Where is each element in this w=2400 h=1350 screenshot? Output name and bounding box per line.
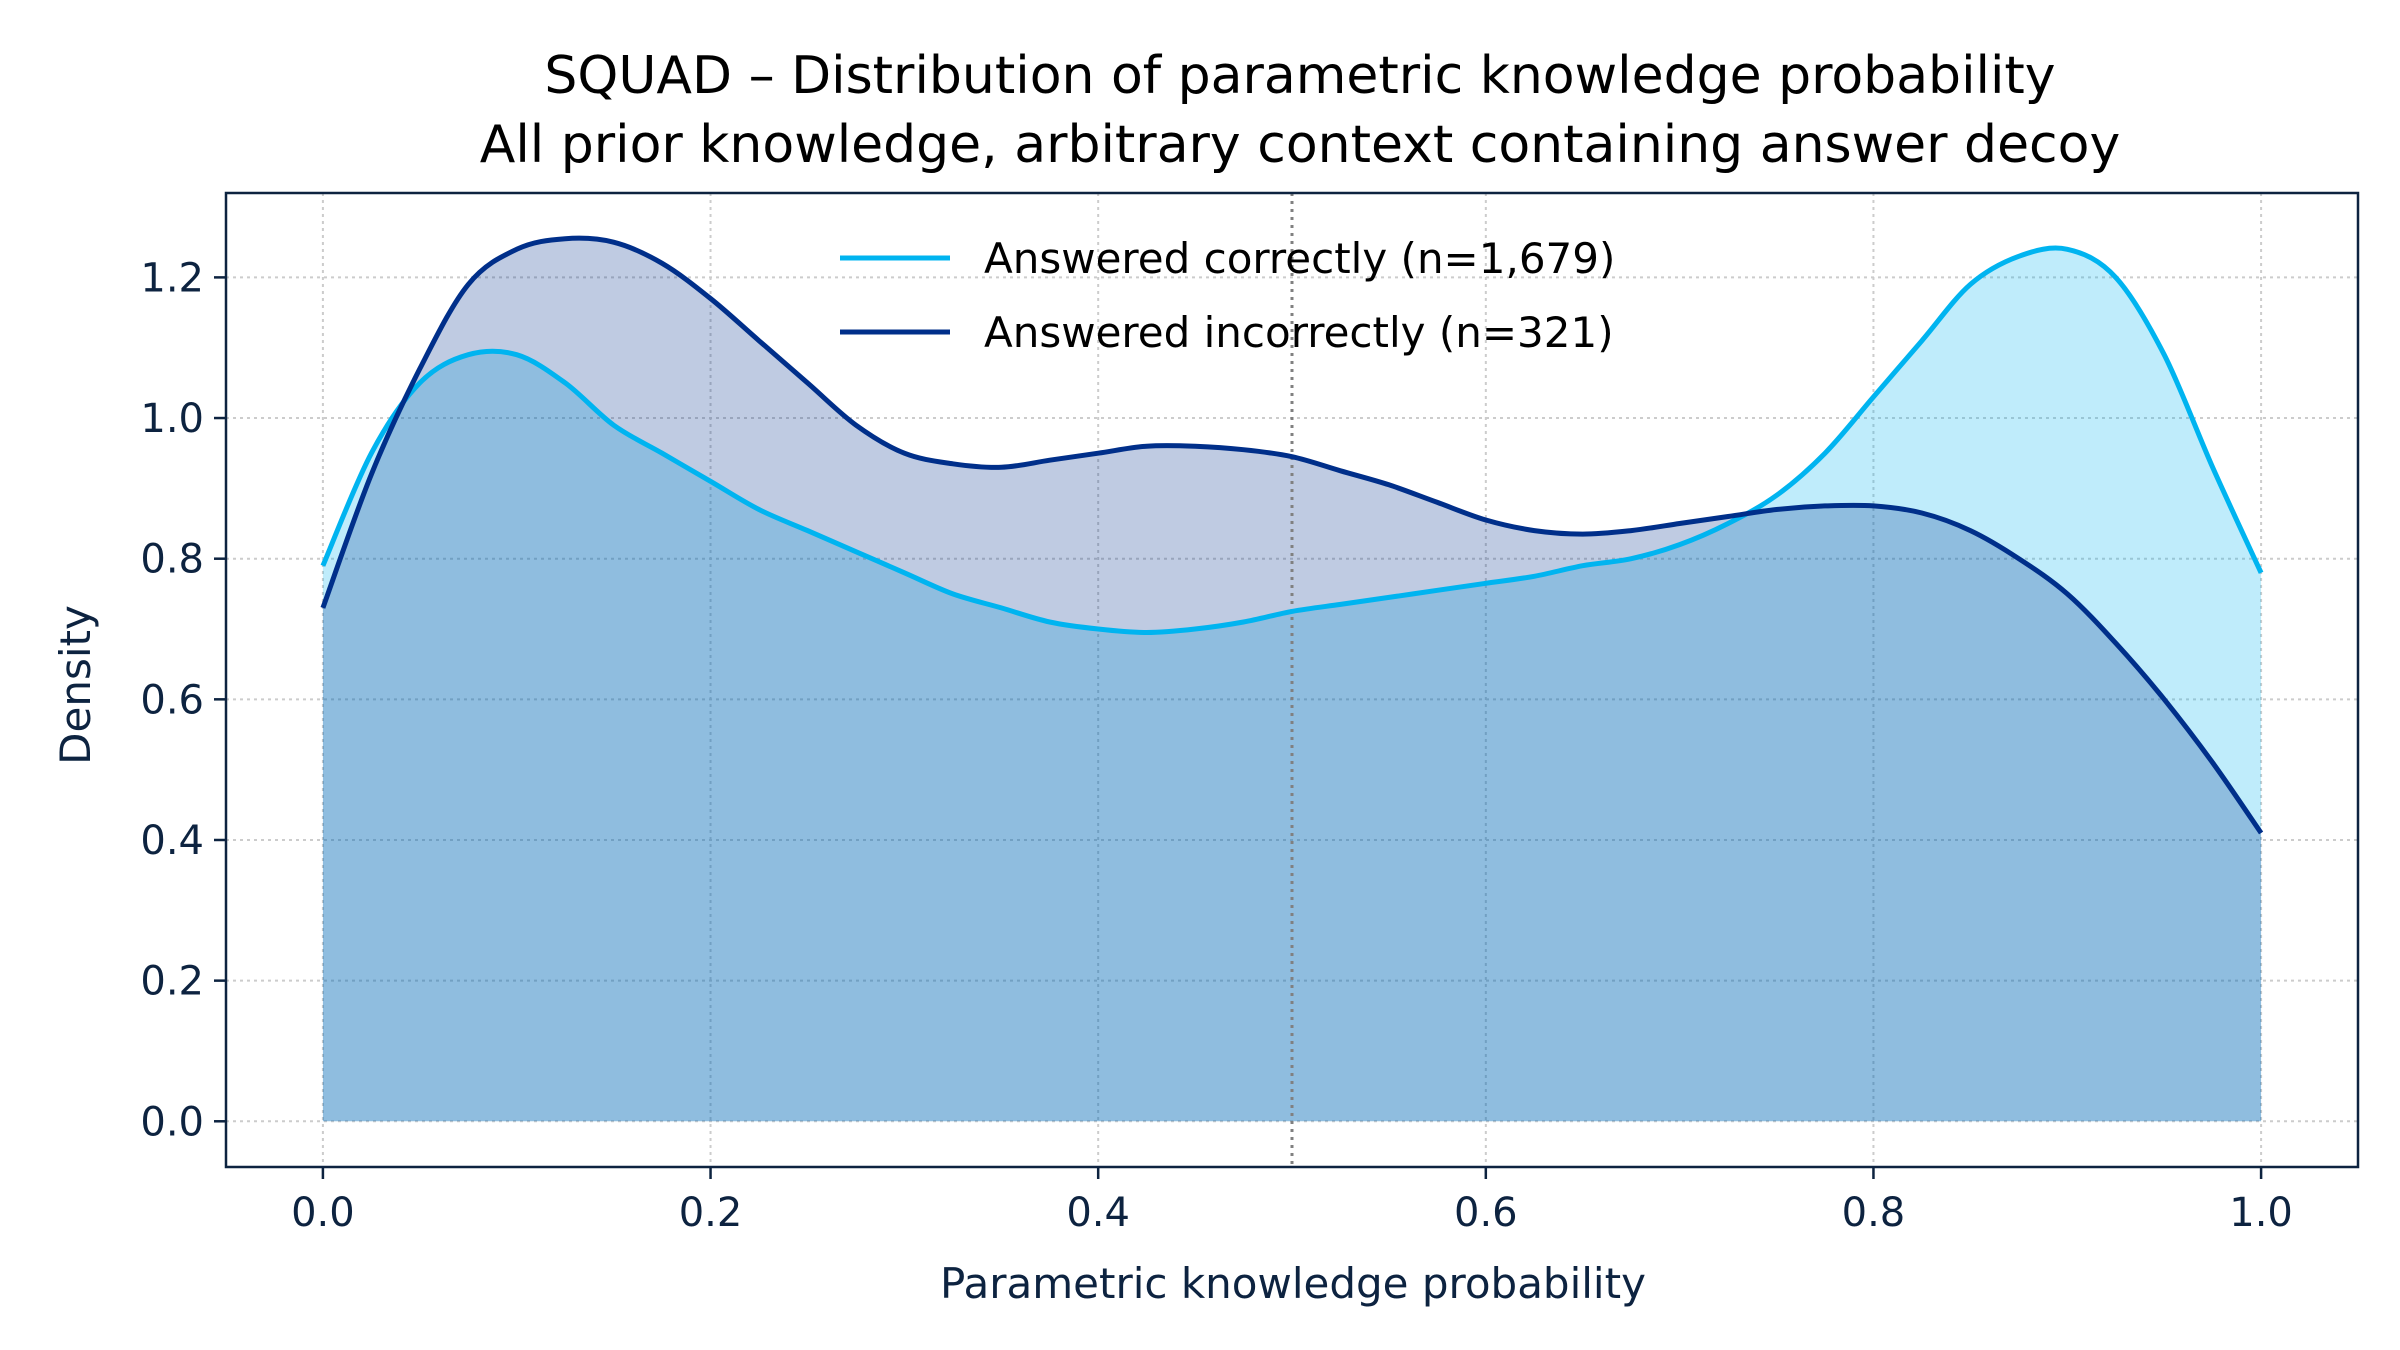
x-tick-label: 1.0 — [2229, 1190, 2293, 1236]
y-axis-ticks: 0.0 0.2 0.4 0.6 0.8 1.0 1.2 — [140, 255, 226, 1145]
plot-frame — [224, 191, 2360, 1169]
x-tick-label: 0.4 — [1066, 1190, 1130, 1236]
y-tick-label: 0.4 — [140, 818, 204, 864]
y-tick-label: 1.2 — [140, 255, 204, 301]
legend: Answered correctly (n=1,679) Answered inc… — [840, 234, 1615, 357]
density-fills — [322, 238, 2262, 1122]
y-axis-label: Density — [51, 605, 100, 765]
legend-label-series-1: Answered correctly (n=1,679) — [984, 234, 1615, 283]
y-tick-label: 1.0 — [140, 396, 204, 442]
legend-label-series-2: Answered incorrectly (n=321) — [984, 308, 1614, 357]
chart-subtitle: All prior knowledge, arbitrary context c… — [480, 115, 2121, 175]
series-1-line — [320, 245, 2264, 635]
y-tick-label: 0.8 — [140, 537, 204, 583]
x-tick-label: 0.2 — [679, 1190, 743, 1236]
x-tick-label: 0.8 — [1842, 1190, 1906, 1236]
x-axis-ticks: 0.0 0.2 0.4 0.6 0.8 1.0 — [291, 1167, 2293, 1236]
x-tick-label: 0.6 — [1454, 1190, 1518, 1236]
density-lines — [320, 235, 2264, 835]
y-tick-label: 0.2 — [140, 959, 204, 1005]
chart-title: SQUAD – Distribution of parametric knowl… — [544, 46, 2055, 106]
y-tick-label: 0.6 — [140, 677, 204, 723]
y-tick-label: 0.0 — [140, 1099, 204, 1145]
series-1-area — [322, 248, 2262, 1122]
series-2-line — [320, 235, 2264, 835]
x-tick-label: 0.0 — [291, 1190, 355, 1236]
series-2-area — [322, 238, 2262, 1122]
x-axis-label: Parametric knowledge probability — [940, 1259, 1646, 1308]
